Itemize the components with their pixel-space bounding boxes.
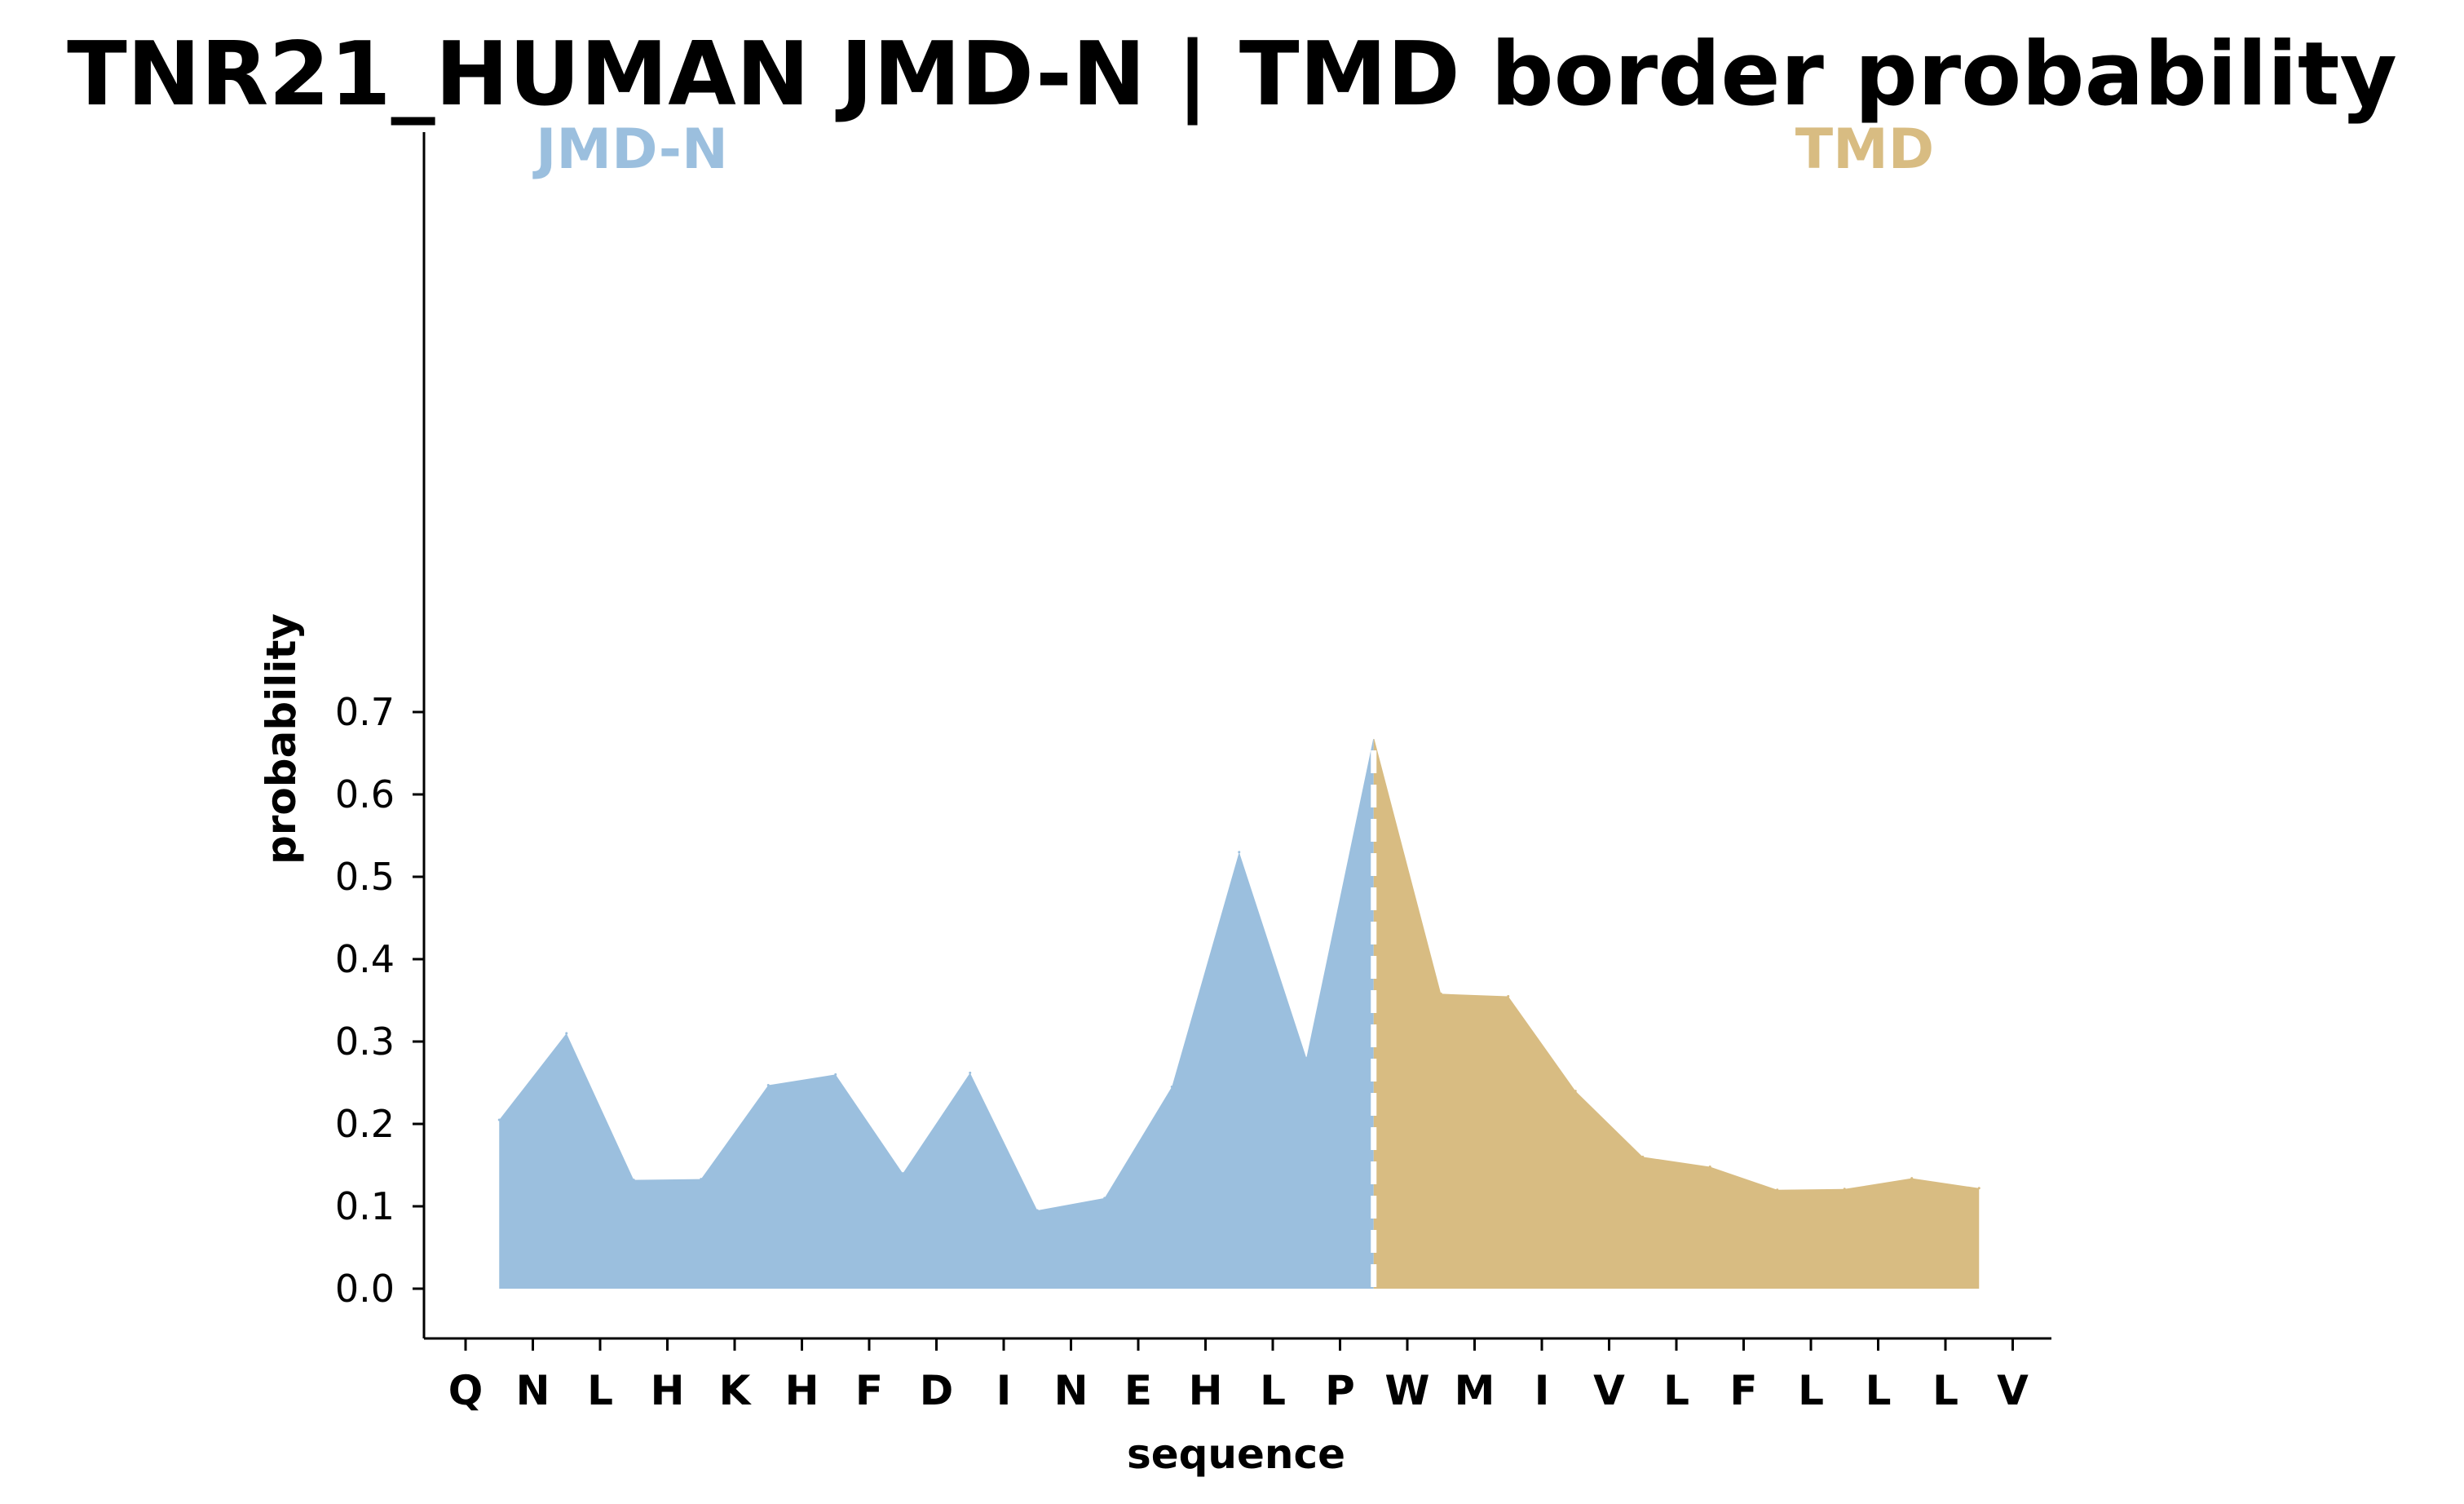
axes bbox=[422, 132, 2051, 1340]
x-tick-label: K bbox=[719, 1367, 753, 1414]
x-tick-label: H bbox=[1189, 1367, 1223, 1414]
point-tmd-3 bbox=[1574, 1090, 1577, 1093]
y-tick-label: 0.4 bbox=[335, 937, 395, 981]
x-tick-label: H bbox=[651, 1367, 685, 1414]
region-label-jmd-n: JMD-N bbox=[532, 117, 728, 182]
point-jmd-n-3 bbox=[700, 1178, 703, 1181]
area-tmd bbox=[1373, 737, 1980, 1289]
plot-areas bbox=[499, 737, 1980, 1289]
y-axis-label: probability bbox=[258, 613, 305, 865]
point-jmd-n-4 bbox=[766, 1084, 770, 1087]
point-jmd-n-0 bbox=[497, 1118, 501, 1121]
point-tmd-1 bbox=[1439, 992, 1442, 995]
point-tmd-4 bbox=[1641, 1155, 1645, 1158]
y-ticks: 0.0 0.1 0.2 0.3 0.4 0.5 0.6 0.7 bbox=[335, 690, 424, 1311]
y-tick-label: 0.1 bbox=[335, 1184, 395, 1228]
point-jmd-n-1 bbox=[565, 1032, 568, 1035]
point-tmd-5 bbox=[1708, 1166, 1711, 1169]
x-tick-label: D bbox=[920, 1367, 954, 1414]
point-jmd-n-12 bbox=[1305, 1056, 1308, 1059]
y-tick-label: 0.7 bbox=[335, 690, 395, 734]
y-tick-label: 0.3 bbox=[335, 1020, 395, 1064]
x-tick-label: L bbox=[1663, 1367, 1689, 1414]
point-jmd-n-11 bbox=[1238, 851, 1241, 854]
x-tick-label: V bbox=[1593, 1367, 1625, 1414]
point-tmd-7 bbox=[1843, 1188, 1846, 1191]
x-tick-label: M bbox=[1455, 1367, 1495, 1414]
x-tick-label: N bbox=[516, 1367, 550, 1414]
point-jmd-n-8 bbox=[1035, 1209, 1039, 1212]
y-tick-label: 0.6 bbox=[335, 772, 395, 816]
point-tmd-2 bbox=[1507, 994, 1510, 998]
y-tick-label: 0.2 bbox=[335, 1102, 395, 1146]
x-tick-label: E bbox=[1124, 1367, 1152, 1414]
x-tick-label: H bbox=[785, 1367, 819, 1414]
y-tick-label: 0.0 bbox=[335, 1267, 395, 1311]
point-jmd-n-9 bbox=[1103, 1197, 1106, 1200]
x-axis-label: sequence bbox=[1127, 1431, 1345, 1478]
point-jmd-n-5 bbox=[834, 1073, 837, 1076]
x-tick-label: L bbox=[1866, 1367, 1892, 1414]
x-tick-label: L bbox=[587, 1367, 613, 1414]
point-jmd-n-7 bbox=[969, 1071, 972, 1074]
x-tick-label: P bbox=[1325, 1367, 1355, 1414]
point-jmd-n-2 bbox=[632, 1179, 635, 1182]
chart-title: TNR21_HUMAN JMD-N | TMD border probabili… bbox=[67, 24, 2397, 126]
x-tick-label: V bbox=[1997, 1367, 2029, 1414]
area-jmd-n bbox=[499, 737, 1374, 1289]
x-tick-label: I bbox=[996, 1367, 1012, 1414]
point-tmd-9 bbox=[1977, 1187, 1980, 1190]
x-tick-label: F bbox=[1729, 1367, 1757, 1414]
point-tmd-8 bbox=[1910, 1177, 1914, 1180]
x-tick-label: F bbox=[855, 1367, 883, 1414]
x-tick-label: N bbox=[1054, 1367, 1088, 1414]
region-label-tmd: TMD bbox=[1795, 117, 1935, 182]
point-jmd-n-10 bbox=[1170, 1086, 1173, 1089]
x-tick-label: I bbox=[1534, 1367, 1550, 1414]
y-tick-label: 0.5 bbox=[335, 855, 395, 899]
x-tick-label: L bbox=[1932, 1367, 1958, 1414]
x-tick-label: Q bbox=[448, 1367, 484, 1414]
point-tmd-6 bbox=[1776, 1188, 1779, 1192]
x-tick-label: L bbox=[1798, 1367, 1824, 1414]
x-tick-label: W bbox=[1384, 1367, 1429, 1414]
point-jmd-n-6 bbox=[901, 1172, 904, 1175]
x-tick-label: L bbox=[1260, 1367, 1286, 1414]
